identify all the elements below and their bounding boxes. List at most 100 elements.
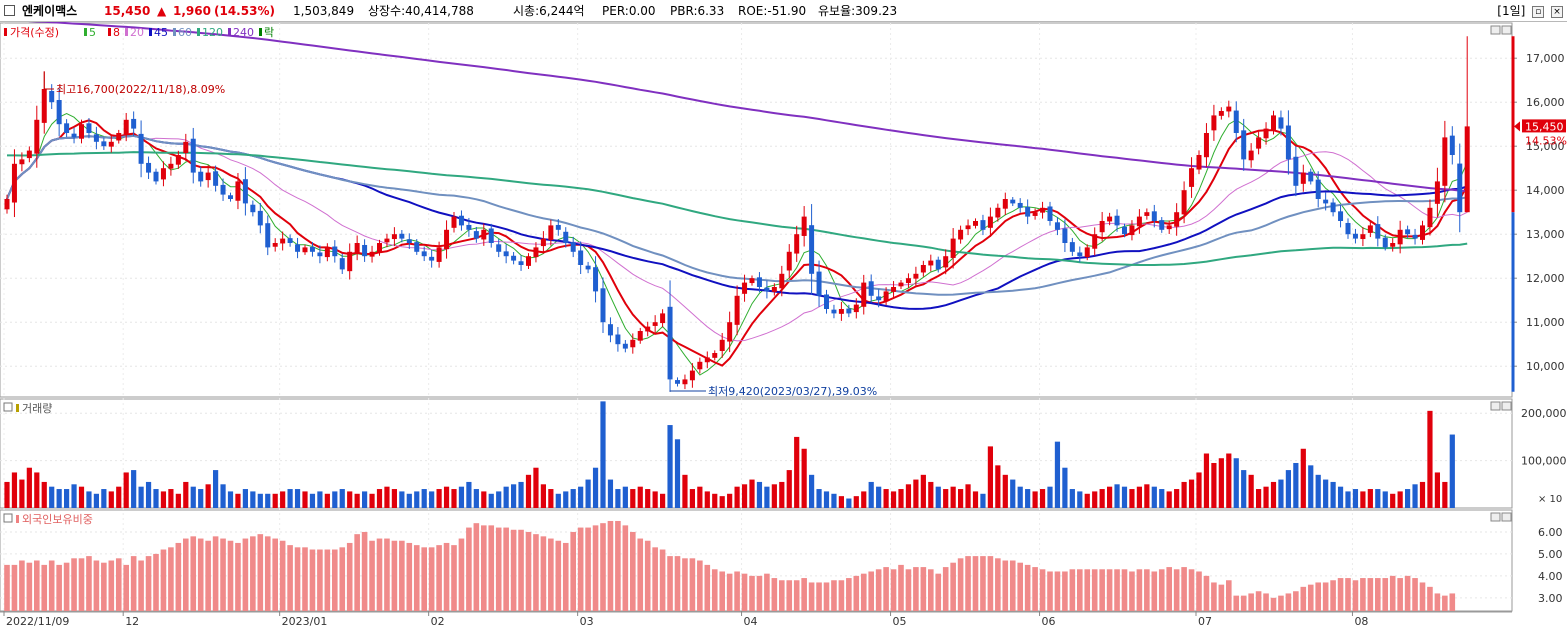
foreign-bar bbox=[1248, 593, 1254, 611]
volume-bar bbox=[1010, 479, 1016, 508]
volume-bar bbox=[93, 493, 99, 508]
foreign-bar bbox=[302, 547, 308, 611]
foreign-bar bbox=[1173, 569, 1180, 611]
close-icon[interactable]: × bbox=[1551, 5, 1563, 18]
foreign-bar bbox=[1278, 595, 1284, 611]
candle-body bbox=[71, 133, 77, 138]
candle-body bbox=[146, 162, 152, 173]
candle-body bbox=[391, 234, 397, 240]
foreign-bar bbox=[1330, 580, 1336, 611]
high-annotation: 최고16,700(2022/11/18),8.09% bbox=[56, 83, 225, 96]
listed-shares: 상장수:40,414,788 bbox=[368, 4, 474, 18]
candle-body bbox=[1285, 125, 1291, 160]
x-tick-label: 12 bbox=[125, 615, 139, 628]
foreign-bar bbox=[786, 580, 793, 611]
candle-body bbox=[1449, 135, 1455, 155]
volume-bar bbox=[1226, 453, 1232, 508]
foreign-bar bbox=[250, 536, 256, 611]
candle-body bbox=[511, 255, 517, 261]
ma-120-line bbox=[7, 151, 1468, 266]
candle-body bbox=[630, 339, 636, 348]
candle-body bbox=[280, 238, 286, 244]
panel-buttons[interactable] bbox=[1490, 25, 1512, 522]
select-checkbox[interactable] bbox=[4, 5, 15, 16]
volume-bar bbox=[578, 486, 584, 508]
candle-body bbox=[607, 324, 613, 336]
candle-body bbox=[436, 247, 442, 262]
foreign-bar bbox=[838, 580, 845, 611]
volume-bar bbox=[689, 489, 695, 508]
foreign-bar bbox=[205, 540, 211, 611]
foreign-bar bbox=[793, 580, 800, 611]
volume-bar bbox=[41, 481, 47, 508]
foreign-bar bbox=[1270, 597, 1277, 611]
low-leader-line bbox=[669, 390, 706, 392]
high-label: 최고16,700(2022/11/18),8.09% bbox=[56, 83, 225, 96]
volume-bar bbox=[138, 486, 144, 508]
foreign-bar bbox=[1062, 571, 1068, 611]
volume-bar bbox=[734, 486, 740, 508]
candle-body bbox=[1189, 168, 1195, 187]
candle-body bbox=[1159, 220, 1165, 230]
foreign-bar bbox=[860, 573, 867, 611]
candle-body bbox=[533, 247, 539, 258]
volume-bar bbox=[972, 491, 979, 508]
candle-body bbox=[786, 251, 792, 271]
foreign-bar bbox=[1352, 580, 1359, 611]
volume-bar bbox=[1092, 491, 1098, 508]
volume-bar bbox=[227, 491, 234, 508]
volume-bar bbox=[801, 448, 807, 508]
volume-bar bbox=[302, 491, 308, 508]
volume-bar bbox=[354, 493, 360, 508]
foreign-bar bbox=[510, 529, 517, 611]
volume-bar bbox=[1323, 479, 1329, 508]
svg-text:20: 20 bbox=[130, 26, 144, 39]
stock-chart[interactable]: 10,000 11,000 12,000 13,000 14,000 15,000 16,0… bbox=[0, 22, 1567, 630]
maximize-icon[interactable]: ▫ bbox=[1532, 5, 1545, 18]
volume-bar bbox=[1449, 434, 1455, 508]
volume-bar bbox=[570, 489, 576, 508]
volume-bar bbox=[1434, 472, 1440, 508]
volume-bar bbox=[26, 467, 32, 508]
foreign-bar bbox=[764, 573, 770, 611]
foreign-bar bbox=[1151, 571, 1158, 611]
volume-bar bbox=[645, 489, 651, 508]
volume-bar bbox=[563, 491, 569, 508]
volume-bar bbox=[1419, 481, 1426, 508]
volume-bar bbox=[1136, 486, 1142, 508]
candle-body bbox=[652, 322, 658, 326]
foreign-tick-label: 3.00 bbox=[1538, 592, 1563, 605]
volume-bar bbox=[712, 493, 718, 508]
foreign-bar bbox=[905, 569, 912, 611]
foreign-bar bbox=[1285, 593, 1292, 611]
volume-bar bbox=[1159, 489, 1165, 508]
volume-bar bbox=[56, 489, 62, 508]
candle-body bbox=[131, 118, 137, 129]
candle-body bbox=[1464, 126, 1470, 213]
candle-body bbox=[377, 243, 382, 253]
foreign-bar bbox=[875, 569, 882, 611]
candle-body bbox=[347, 251, 353, 272]
foreign-bar bbox=[421, 547, 427, 611]
candle-body bbox=[228, 195, 233, 199]
candle-body bbox=[34, 119, 40, 154]
candle-body bbox=[667, 306, 673, 380]
candle-body bbox=[555, 224, 561, 230]
svg-text:240: 240 bbox=[233, 26, 254, 39]
foreign-bar bbox=[56, 564, 62, 611]
volume-bar bbox=[764, 486, 770, 508]
foreign-bar bbox=[1412, 578, 1418, 611]
volume-bar bbox=[175, 493, 181, 508]
volume-bar bbox=[1107, 486, 1113, 508]
candle-body bbox=[1129, 225, 1135, 236]
volume-bar bbox=[108, 491, 114, 508]
candle-body bbox=[682, 379, 688, 385]
period-selector[interactable]: [1일] bbox=[1497, 4, 1526, 18]
candle-body bbox=[86, 123, 92, 133]
foreign-bar bbox=[600, 523, 606, 611]
low-label: 최저9,420(2023/03/27),39.03% bbox=[708, 385, 877, 398]
foreign-panel bbox=[0, 509, 1513, 612]
stock-name[interactable]: 엔케이맥스 bbox=[22, 4, 78, 18]
foreign-bar bbox=[533, 534, 539, 611]
foreign-bar bbox=[63, 562, 70, 611]
